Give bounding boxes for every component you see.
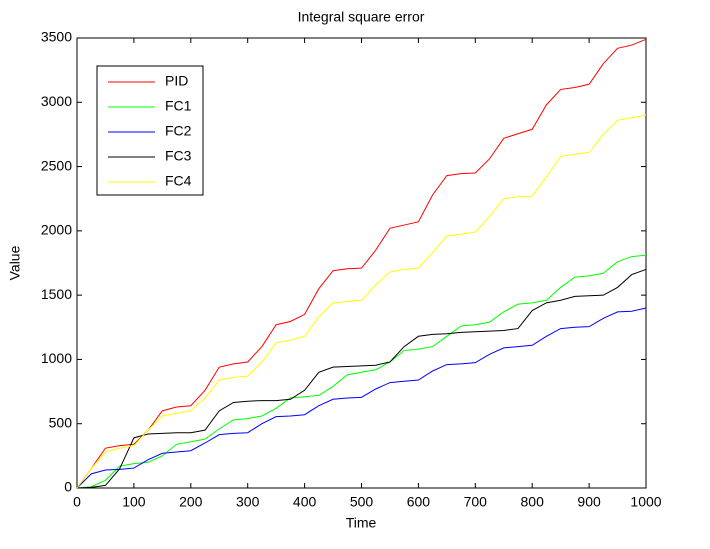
legend-label: FC1: [165, 98, 192, 114]
y-tick-label: 500: [49, 414, 73, 430]
x-axis-label: Time: [346, 515, 377, 531]
legend-label: FC4: [165, 173, 192, 189]
chart-title: Integral square error: [298, 9, 425, 25]
series-line: [76, 268, 647, 489]
x-tick-label: 0: [73, 494, 81, 510]
legend-label: PID: [165, 73, 188, 89]
x-tick-label: 200: [179, 494, 203, 510]
x-tick-label: 700: [464, 494, 488, 510]
legend-label: FC3: [165, 148, 192, 164]
x-tick-label: 600: [407, 494, 431, 510]
y-tick-label: 0: [64, 479, 72, 495]
y-tick-label: 1500: [41, 286, 72, 302]
series-line: [76, 114, 647, 489]
y-tick-label: 2000: [41, 222, 72, 238]
x-tick-label: 800: [521, 494, 545, 510]
series-line: [76, 307, 647, 489]
series-line: [76, 254, 647, 489]
x-tick-label: 1000: [630, 494, 661, 510]
x-tick-label: 500: [350, 494, 374, 510]
x-tick-label: 100: [122, 494, 146, 510]
y-axis-label: Value: [7, 245, 23, 280]
x-tick-label: 900: [577, 494, 601, 510]
series-line: [76, 38, 647, 489]
x-tick-label: 400: [293, 494, 317, 510]
legend-label: FC2: [165, 123, 192, 139]
y-tick-label: 3000: [41, 93, 72, 109]
y-tick-label: 1000: [41, 350, 72, 366]
legend-box: [96, 65, 204, 196]
x-tick-label: 300: [236, 494, 260, 510]
y-tick-label: 3500: [41, 29, 72, 45]
y-tick-label: 2500: [41, 157, 72, 173]
